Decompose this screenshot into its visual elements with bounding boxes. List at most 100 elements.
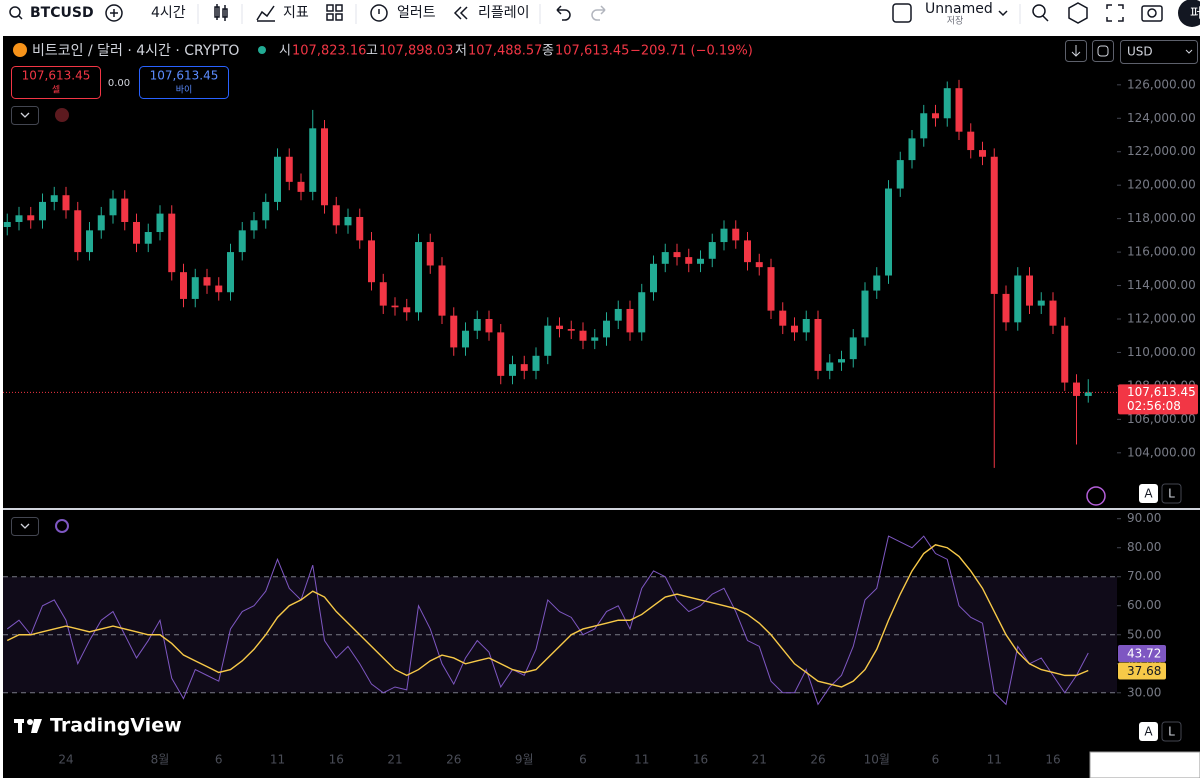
- candle-body: [191, 277, 199, 299]
- buy-label: 바이: [176, 85, 193, 96]
- candle-body: [920, 113, 928, 139]
- layout-name[interactable]: Unnamed: [925, 1, 993, 17]
- fullscreen[interactable]: [1106, 4, 1124, 22]
- currency: USD: [1127, 45, 1153, 59]
- indicators: 지표: [283, 5, 309, 21]
- chart-area: [3, 36, 1200, 778]
- sync-button[interactable]: [1092, 40, 1114, 62]
- x-tick-label: 9월: [515, 753, 534, 767]
- candle-body: [227, 252, 234, 293]
- candle-body: [356, 216, 364, 241]
- candle-body: [755, 262, 763, 268]
- candle-body: [779, 310, 787, 326]
- countdown: 02:56:08: [1127, 399, 1181, 413]
- buy-button[interactable]: 107,613.45 바이: [139, 66, 229, 99]
- candle-body: [896, 160, 904, 189]
- auto-scale[interactable]: A: [1139, 484, 1158, 503]
- candle-body: [450, 315, 458, 348]
- redo[interactable]: [591, 5, 606, 21]
- candle-body: [109, 198, 117, 216]
- candle-body: [97, 215, 105, 231]
- x-tick-label: 16: [1045, 753, 1060, 767]
- auto-scale-rsi[interactable]: A: [1139, 722, 1158, 741]
- symbol: BTCUSD: [30, 5, 94, 21]
- candle-body: [285, 156, 293, 182]
- candle-body: [509, 364, 516, 376]
- collapse-legend[interactable]: [11, 106, 39, 125]
- candle-body: [814, 318, 822, 371]
- lightning[interactable]: [1086, 486, 1106, 506]
- candle-body: [885, 188, 892, 276]
- candle-body: [614, 308, 622, 321]
- x-tick-label: 11: [270, 753, 285, 767]
- replay-button[interactable]: 리플레이: [453, 5, 530, 21]
- candle-body: [802, 318, 810, 333]
- low-label: 저: [455, 44, 467, 59]
- candle-body: [144, 232, 152, 244]
- y-tick-label: 50.00: [1127, 627, 1161, 641]
- candle-body: [744, 240, 751, 263]
- plot-layer: [3, 79, 1121, 706]
- toolbar: [0, 0, 1200, 36]
- candle-body: [955, 88, 963, 132]
- warning-icon[interactable]: [55, 108, 69, 122]
- rsi-collapse[interactable]: [11, 517, 39, 536]
- settings[interactable]: [1068, 2, 1088, 24]
- candle-body: [50, 195, 58, 202]
- y-tick-label: 120,000.00: [1127, 178, 1196, 192]
- candle-body: [861, 290, 869, 338]
- y-tick-label: 116,000.00: [1127, 245, 1196, 259]
- sell-price: 107,613.45: [22, 69, 91, 83]
- x-tick-label: 16: [329, 753, 344, 767]
- chart-type[interactable]: [214, 4, 228, 21]
- candle-body: [990, 156, 998, 294]
- indicators-button[interactable]: 지표: [256, 5, 309, 22]
- alert: 얼러트: [397, 5, 436, 21]
- brand: TradingView: [14, 715, 182, 737]
- download-button[interactable]: [1065, 40, 1087, 62]
- high-label: 고: [366, 44, 378, 59]
- candle-body: [1037, 300, 1045, 306]
- candle-body: [932, 113, 939, 119]
- undo[interactable]: [556, 5, 571, 21]
- quick-search[interactable]: [1032, 4, 1049, 22]
- low-value: 107,488.57: [468, 44, 542, 59]
- avatar-circle[interactable]: [1178, 0, 1200, 27]
- y-tick-label: 110,000.00: [1127, 345, 1196, 359]
- candle-body: [650, 263, 657, 293]
- candle-body: [426, 242, 434, 266]
- layout-menu[interactable]: [998, 10, 1008, 17]
- open-label: 시: [279, 44, 291, 59]
- candle-body: [520, 364, 528, 371]
- layout-icon[interactable]: [892, 3, 912, 23]
- candle-body: [1073, 382, 1080, 396]
- candle-body: [250, 220, 258, 231]
- auto-label: A: [1144, 487, 1153, 501]
- x-tick-label: 8월: [151, 753, 170, 767]
- symbol-search[interactable]: BTCUSD: [9, 5, 94, 21]
- log-scale-rsi[interactable]: L: [1161, 721, 1182, 742]
- candle-body: [697, 258, 704, 264]
- candle-body: [344, 216, 352, 226]
- save[interactable]: 저장: [947, 16, 964, 27]
- candle-body: [238, 230, 246, 253]
- snapshot[interactable]: [1141, 5, 1163, 22]
- log-scale[interactable]: L: [1161, 483, 1182, 504]
- candle-body: [462, 330, 469, 348]
- open-value: 107,823.16: [292, 44, 366, 59]
- sell-button[interactable]: 107,613.45 셀: [11, 66, 101, 99]
- x-tick-label: 6: [215, 753, 223, 767]
- candle-body: [967, 131, 975, 151]
- candle-body: [708, 242, 716, 259]
- candle-body: [309, 128, 317, 192]
- candle-body: [532, 355, 540, 371]
- candle-body: [497, 332, 505, 376]
- thumbnail: [1089, 751, 1200, 778]
- currency-select[interactable]: USD: [1120, 40, 1198, 64]
- add-symbol[interactable]: [105, 4, 123, 22]
- interval[interactable]: 4시간: [151, 5, 186, 21]
- layouts[interactable]: [326, 4, 343, 21]
- alert-button[interactable]: 얼러트: [370, 4, 436, 22]
- brand-name: TradingView: [50, 715, 182, 737]
